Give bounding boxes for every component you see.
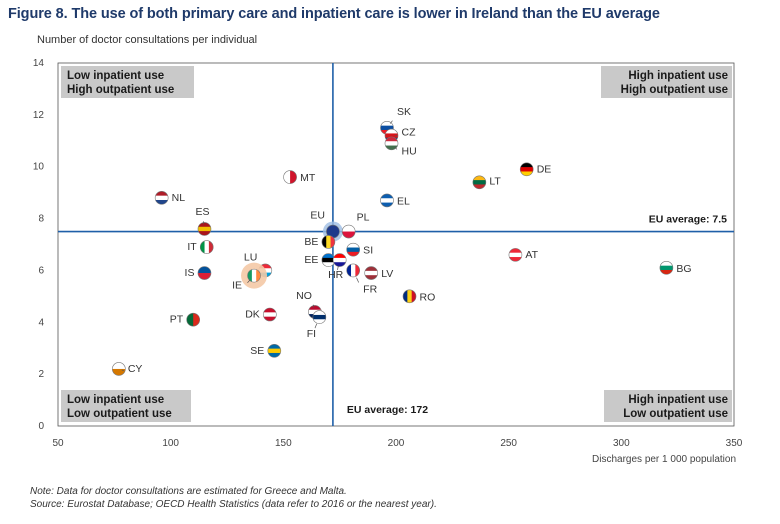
point-label: PT: [170, 314, 184, 326]
x-axis-label: Discharges per 1 000 population: [592, 454, 736, 465]
point-label: BE: [304, 236, 318, 248]
quadrant-bottom-right-line2: Low outpatient use: [623, 408, 728, 420]
point-ro: RO: [402, 289, 436, 303]
point-label: LV: [381, 268, 393, 280]
point-hr: HR: [328, 253, 347, 281]
point-label: LU: [244, 251, 257, 263]
quadrant-top-left: Low inpatient use High outpatient use: [61, 66, 194, 98]
point-lv: LV: [364, 266, 393, 280]
x-tick-label: 250: [500, 438, 517, 449]
y-axis-label: Number of doctor consultations per indiv…: [37, 34, 258, 46]
point-ie: IE: [232, 262, 268, 292]
point-mt: MT: [283, 170, 316, 184]
y-tick-label: 6: [38, 265, 44, 276]
x-tick-label: 350: [726, 438, 743, 449]
point-hu: HU: [384, 136, 417, 157]
point-be: BE: [304, 235, 336, 249]
point-label: IE: [232, 280, 242, 292]
y-tick-label: 2: [38, 369, 44, 380]
figure-title: Figure 8. The use of both primary care a…: [8, 6, 660, 22]
point-label: RO: [420, 291, 436, 303]
quadrant-top-left-line2: High outpatient use: [67, 84, 174, 96]
point-label: FR: [363, 283, 377, 295]
y-tick-label: 4: [38, 317, 44, 328]
point-label: EL: [397, 195, 410, 207]
point-label: DE: [537, 163, 552, 175]
point-fi: FI: [307, 310, 327, 340]
x-tick-label: 100: [162, 438, 179, 449]
x-tick-label: 200: [388, 438, 405, 449]
quadrant-bottom-right-line1: High inpatient use: [628, 394, 728, 406]
point-ee: EE: [304, 253, 336, 267]
point-label: SI: [363, 245, 373, 257]
point-es: ES: [195, 206, 212, 236]
point-label: CZ: [401, 127, 416, 139]
point-label: SE: [250, 345, 264, 357]
point-label: BG: [676, 263, 691, 275]
point-label: DK: [245, 309, 260, 321]
point-label: IS: [185, 267, 195, 279]
point-lt: LT: [472, 175, 501, 190]
quadrant-bottom-right: High inpatient use Low outpatient use: [604, 390, 732, 422]
quadrant-bottom-left: Low inpatient use Low outpatient use: [61, 390, 191, 422]
quadrant-top-left-line1: Low inpatient use: [67, 70, 164, 82]
point-fr: FR: [346, 263, 378, 295]
point-label: NL: [172, 192, 186, 204]
point-label: LT: [489, 175, 501, 187]
point-is: IS: [185, 266, 212, 280]
x-tick-label: 300: [613, 438, 630, 449]
point-label: NO: [296, 290, 312, 302]
point-label: SK: [397, 106, 411, 118]
y-tick-label: 12: [33, 110, 45, 121]
point-pl: PL: [341, 212, 370, 239]
point-de: DE: [519, 162, 552, 177]
point-si: SI: [346, 242, 373, 257]
y-tick-label: 14: [33, 58, 45, 69]
point-label: HR: [328, 269, 344, 281]
y-tick-label: 8: [38, 214, 44, 225]
point-label: IT: [187, 241, 197, 253]
x-tick-label: 150: [275, 438, 292, 449]
point-bg: BG: [659, 261, 692, 275]
eu-average-y-label: EU average: 7.5: [649, 214, 727, 226]
point-nl: NL: [154, 191, 186, 205]
point-el: EL: [380, 193, 410, 207]
point-label: CY: [128, 363, 143, 375]
x-tick-label: 50: [52, 438, 64, 449]
point-it: IT: [187, 240, 214, 254]
point-label: FI: [307, 328, 316, 340]
point-label: EE: [304, 254, 318, 266]
chart-note: Note: Data for doctor consultations are …: [30, 486, 347, 497]
point-se: SE: [250, 344, 282, 358]
point-label: PL: [357, 212, 370, 224]
point-at: AT: [508, 248, 539, 262]
point-cy: CY: [112, 362, 143, 376]
y-tick-label: 10: [33, 162, 45, 173]
y-tick-label: 0: [38, 421, 44, 432]
chart-source: Source: Eurostat Database; OECD Health S…: [30, 499, 437, 510]
eu-average-x-label: EU average: 172: [347, 404, 428, 416]
point-dk: DK: [245, 307, 277, 322]
quadrant-top-right-line2: High outpatient use: [621, 84, 728, 96]
plot-frame: [57, 62, 735, 427]
quadrant-top-right-line1: High inpatient use: [628, 70, 728, 82]
point-label: MT: [300, 172, 316, 184]
point-label: EU: [310, 210, 325, 222]
quadrant-bottom-left-line2: Low outpatient use: [67, 408, 172, 420]
quadrant-bottom-left-line1: Low inpatient use: [67, 394, 164, 406]
point-label: ES: [195, 206, 209, 218]
point-label: HU: [401, 145, 416, 157]
point-pt: PT: [170, 312, 200, 327]
point-label: AT: [525, 249, 538, 261]
quadrant-top-right: High inpatient use High outpatient use: [601, 66, 732, 98]
